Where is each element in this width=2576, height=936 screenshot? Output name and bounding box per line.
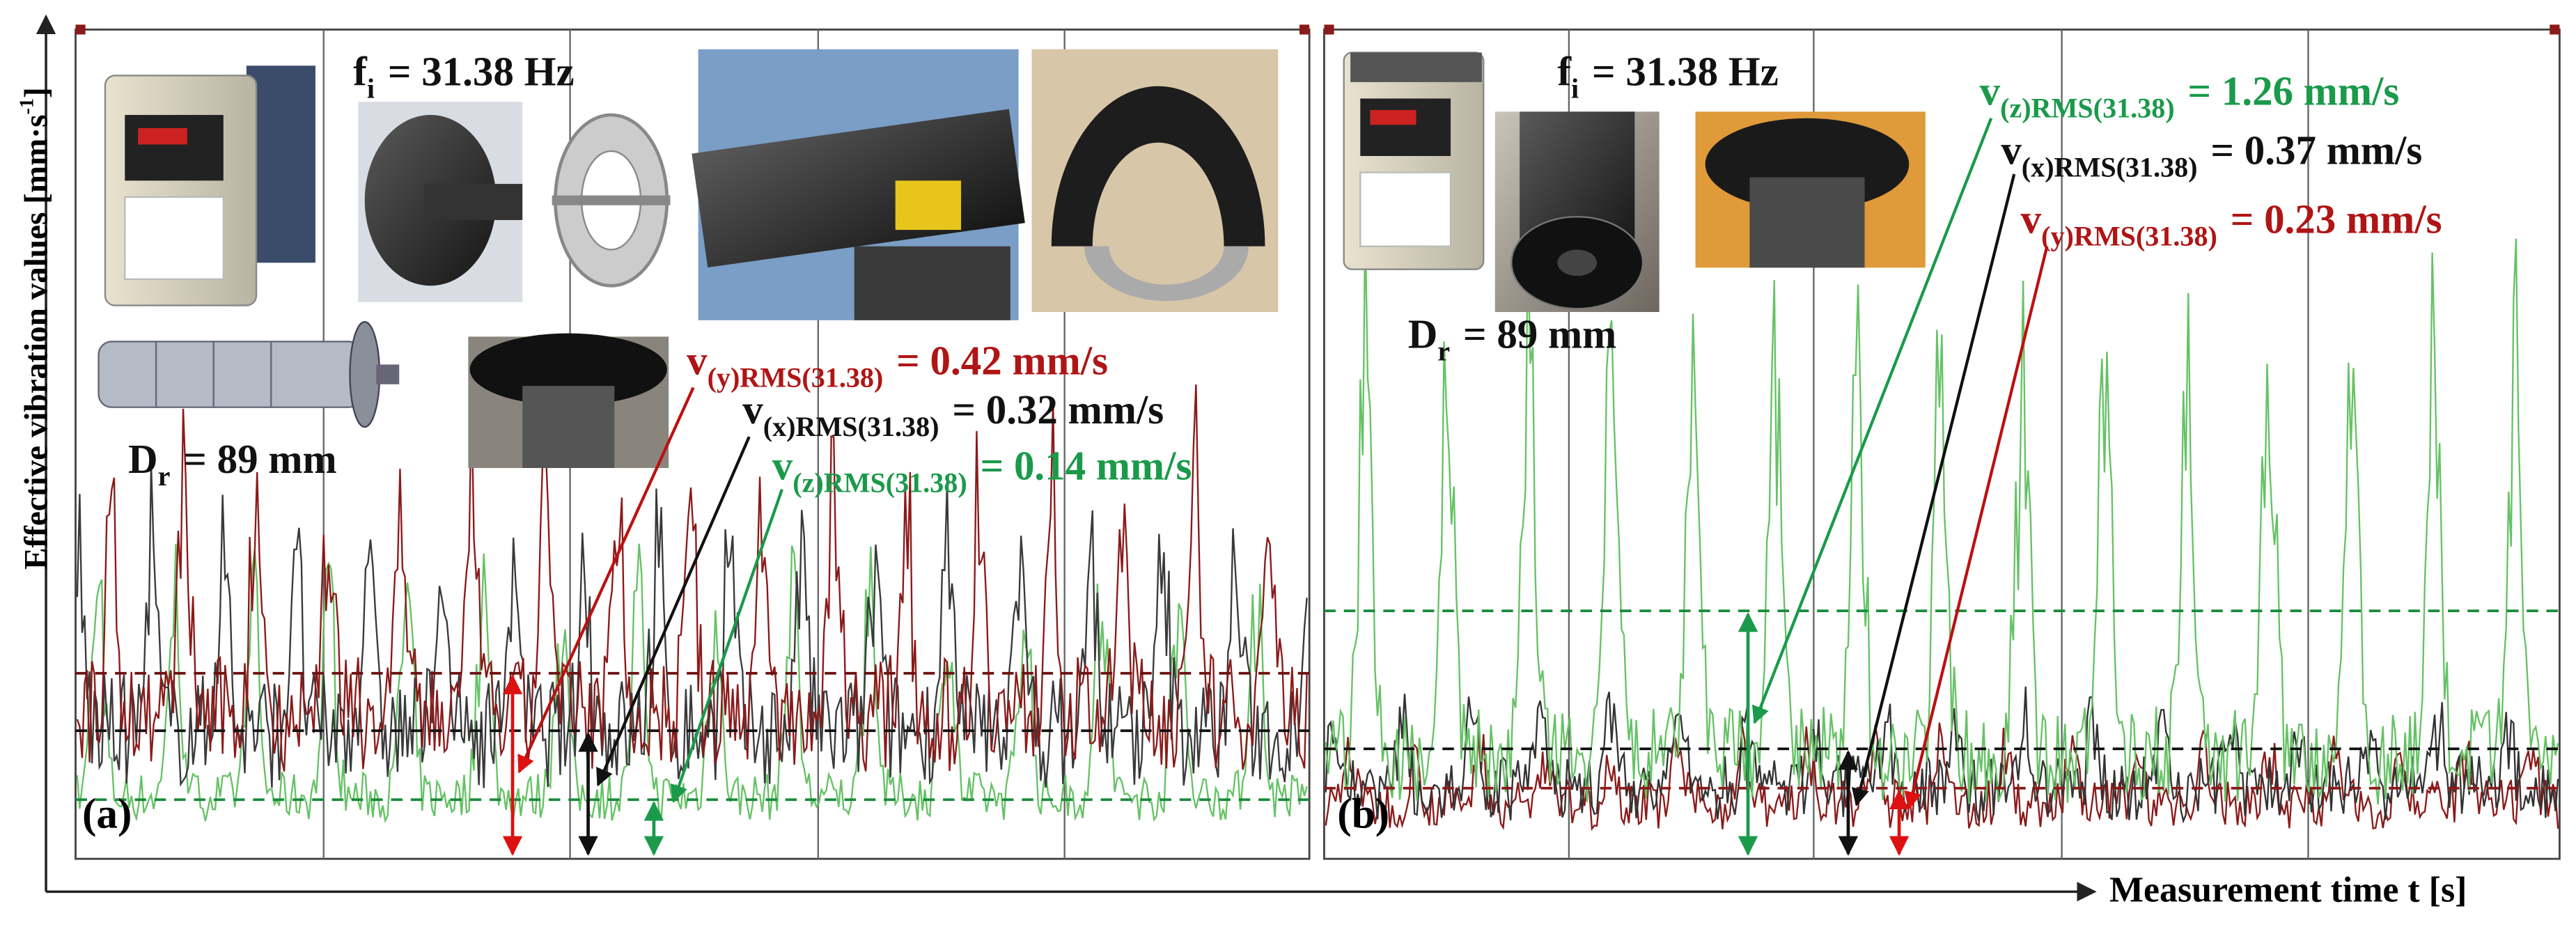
rms-label: v(y)RMS(31.38) = 0.23 mm/s	[2021, 196, 2442, 251]
rms-arrows	[502, 117, 2049, 856]
mount-photo	[1031, 49, 1279, 312]
value-text: = 0.14 mm/s	[981, 442, 1192, 488]
mean-lines	[75, 609, 2560, 802]
trace	[76, 543, 1308, 824]
subscript: r	[158, 460, 171, 492]
subscript: r	[1437, 335, 1450, 366]
y-label-text: Effective vibration values [mm·s	[18, 115, 54, 570]
subscript: i	[367, 72, 375, 104]
frequency-label: fi = 31.38 Hz	[1557, 48, 1778, 104]
subscript: i	[1571, 72, 1579, 104]
pointer	[517, 387, 695, 774]
y-axis-label: Effective vibration values [mm·s-1]	[17, 87, 55, 570]
roller-drawing	[97, 320, 400, 428]
panel-label: (a)	[82, 790, 132, 837]
value-text: = 89 mm	[1463, 311, 1616, 357]
pointer	[1751, 117, 1993, 724]
subscript: (x)RMS(31.38)	[763, 411, 939, 442]
subscript: (x)RMS(31.38)	[2022, 151, 2198, 182]
trace	[1325, 722, 2559, 832]
pointer	[1904, 246, 2049, 810]
frequency-label: fi = 31.38 Hz	[353, 48, 574, 104]
subscript: (y)RMS(31.38)	[2041, 220, 2217, 251]
symbol: v	[772, 442, 793, 488]
value-text: = 89 mm	[183, 435, 336, 481]
corner	[2550, 24, 2560, 35]
rms-label: v(z)RMS(31.38) = 1.26 mm/s	[1980, 68, 2400, 123]
value-text: = 0.32 mm/s	[952, 387, 1164, 432]
pointer	[670, 488, 783, 804]
symbol: v	[687, 337, 708, 383]
y-label-sup: -1	[17, 98, 38, 115]
diameter-label: Dr = 89 mm	[1408, 311, 1617, 366]
rms-label: v(y)RMS(31.38) = 0.42 mm/s	[687, 337, 1108, 393]
inverter-photo	[1343, 52, 1485, 270]
symbol: v	[2001, 127, 2022, 173]
value-text: = 31.38 Hz	[1592, 48, 1779, 94]
rms-label: v(z)RMS(31.38) = 0.14 mm/s	[772, 442, 1192, 498]
symbol: v	[2021, 196, 2042, 242]
trace	[76, 384, 1308, 772]
symbol: D	[128, 435, 158, 481]
symbol: D	[1408, 311, 1438, 357]
x-axis-label: Measurement time t [s]	[2109, 871, 2467, 910]
value-text: = 31.38 Hz	[388, 48, 575, 94]
value-text: = 1.26 mm/s	[2188, 68, 2400, 114]
subscript: (z)RMS(31.38)	[793, 467, 967, 498]
corner	[1299, 24, 1310, 35]
photos-b	[1343, 52, 1926, 312]
value-text: = 0.42 mm/s	[896, 337, 1108, 383]
y-label-close: ]	[18, 87, 54, 98]
value-text: = 0.23 mm/s	[2231, 196, 2442, 242]
sensor-photo	[692, 49, 1025, 320]
ring-drawing	[552, 113, 671, 288]
corner	[75, 24, 86, 35]
symbol: v	[1980, 68, 2001, 114]
panel-label: (b)	[1337, 790, 1389, 837]
symbol: v	[742, 387, 763, 432]
rms-label: v(x)RMS(31.38) = 0.32 mm/s	[742, 387, 1164, 442]
diameter-label: Dr = 89 mm	[128, 435, 337, 491]
rms-label: v(x)RMS(31.38) = 0.37 mm/s	[2001, 127, 2422, 182]
symbol: f	[353, 48, 368, 94]
value-text: = 0.37 mm/s	[2210, 127, 2422, 173]
photos-a	[97, 49, 1279, 468]
pointer	[1851, 173, 2016, 806]
motor-photo	[358, 102, 523, 302]
inverter-photo	[98, 49, 321, 309]
pointer	[596, 436, 751, 787]
bearing-photo	[1695, 111, 1926, 268]
trace	[76, 462, 1308, 788]
corner	[1324, 24, 1334, 35]
roller-end-photo	[1494, 111, 1660, 312]
symbol: f	[1557, 48, 1572, 94]
bearing-photo	[468, 333, 669, 468]
subscript: (y)RMS(31.38)	[708, 361, 884, 393]
trace	[1325, 221, 2559, 805]
subscript: (z)RMS(31.38)	[2000, 92, 2174, 123]
